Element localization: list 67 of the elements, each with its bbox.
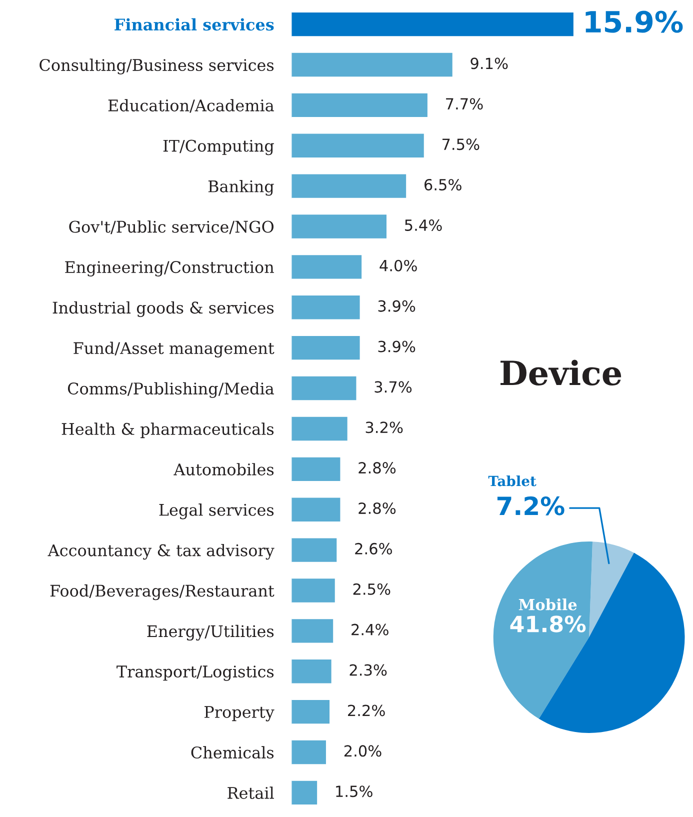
data-label: 2.3% (350, 664, 387, 676)
bar (291, 334, 362, 362)
data-label: 41.8% (510, 616, 586, 632)
y-tick-label: Financial services (114, 18, 274, 31)
bar (291, 254, 363, 280)
slice-label: Mobile (518, 598, 577, 610)
slice-label: Tablet (488, 475, 536, 486)
y-tick-label: Food/Beverages/Restaurant (50, 584, 274, 600)
bar (291, 496, 342, 523)
data-label: 2.0% (344, 745, 382, 757)
y-tick-label: Automobiles (174, 463, 274, 476)
data-label: 7.2% (497, 496, 564, 516)
y-tick-label: Energy/Utilities (147, 624, 274, 641)
data-label: 2.2% (348, 704, 385, 716)
data-label: 3.9% (378, 300, 416, 312)
bar (291, 132, 426, 159)
chart-title: Device (500, 360, 622, 386)
y-tick-label: Retail (228, 786, 274, 799)
pie-slice (589, 542, 634, 638)
y-tick-label: Industrial goods & services (52, 301, 274, 318)
y-tick-label: Gov't/Public service/NGO (69, 220, 274, 234)
data-label: 3.2% (366, 422, 403, 434)
data-label: 2.8% (358, 462, 396, 474)
data-label: 3.7% (374, 381, 412, 393)
bar (291, 415, 349, 442)
data-label: 2.5% (353, 583, 390, 595)
y-tick-label: Transport/Logistics (116, 666, 274, 681)
data-label: 15.9% (586, 10, 683, 33)
pie-slice (493, 542, 593, 719)
bar (291, 577, 336, 604)
y-tick-label: Legal services (159, 504, 274, 520)
data-label: 3.9% (378, 340, 416, 352)
data-label: 2.8% (358, 502, 396, 514)
bar (291, 456, 342, 482)
data-label: 9.1% (470, 58, 508, 70)
data-label: 2.4% (352, 624, 388, 636)
y-tick-label: Comms/Publishing/Media (68, 382, 274, 398)
y-tick-label: Fund/Asset management (74, 342, 274, 358)
bar (291, 739, 328, 766)
y-tick-label: Health & pharmaceuticals (62, 422, 274, 438)
bar (291, 698, 331, 726)
y-tick-label: Education/Academia (108, 99, 274, 113)
y-tick-label: Banking (208, 180, 274, 196)
bar (291, 92, 429, 118)
bar (291, 213, 388, 240)
y-tick-label: Property (204, 706, 274, 722)
bar (291, 52, 454, 78)
data-label: 2.6% (355, 542, 392, 554)
y-tick-label: Engineering/Construction (65, 261, 274, 276)
data-label: 1.5% (336, 786, 372, 798)
y-tick-label: IT/Computing (163, 140, 274, 156)
data-label: 7.7% (446, 98, 483, 110)
data-label: 6.5% (424, 178, 462, 191)
data-label: 4.0% (380, 260, 417, 272)
data-label: 7.5% (442, 138, 480, 150)
y-tick-label: Chemicals (191, 746, 274, 759)
bar (291, 536, 338, 564)
bar (291, 172, 408, 200)
bar (291, 375, 358, 402)
bar (291, 779, 318, 806)
data-label: 5.4% (405, 219, 442, 231)
y-tick-label: Consulting/Business services (40, 58, 274, 74)
bar (291, 294, 362, 321)
bar (291, 11, 575, 38)
y-tick-label: Accountancy & tax advisory (48, 544, 274, 560)
bar (291, 658, 333, 685)
bar (291, 618, 334, 644)
